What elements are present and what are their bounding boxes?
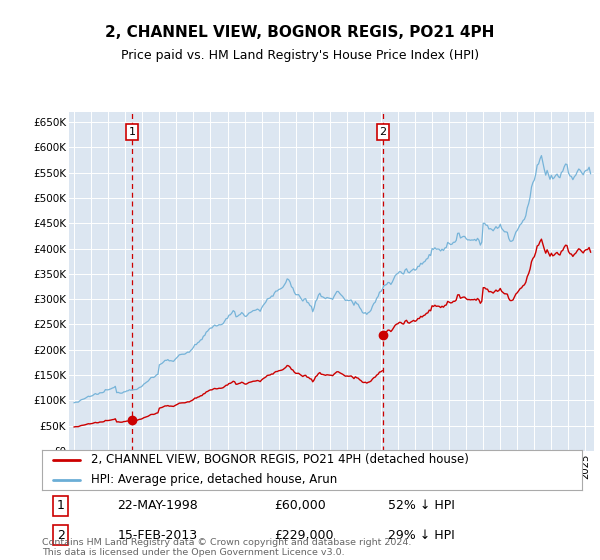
Text: 29% ↓ HPI: 29% ↓ HPI [388, 529, 454, 542]
Text: 1: 1 [57, 499, 65, 512]
Text: 2: 2 [57, 529, 65, 542]
Text: HPI: Average price, detached house, Arun: HPI: Average price, detached house, Arun [91, 473, 337, 487]
Text: Price paid vs. HM Land Registry's House Price Index (HPI): Price paid vs. HM Land Registry's House … [121, 49, 479, 62]
Text: Contains HM Land Registry data © Crown copyright and database right 2024.
This d: Contains HM Land Registry data © Crown c… [42, 538, 412, 557]
Text: 2: 2 [379, 127, 386, 137]
Text: 52% ↓ HPI: 52% ↓ HPI [388, 499, 454, 512]
Text: 22-MAY-1998: 22-MAY-1998 [118, 499, 199, 512]
Text: 2, CHANNEL VIEW, BOGNOR REGIS, PO21 4PH: 2, CHANNEL VIEW, BOGNOR REGIS, PO21 4PH [106, 25, 494, 40]
Text: £60,000: £60,000 [274, 499, 326, 512]
Text: £229,000: £229,000 [274, 529, 334, 542]
Text: 1: 1 [128, 127, 136, 137]
Text: 15-FEB-2013: 15-FEB-2013 [118, 529, 198, 542]
Text: 2, CHANNEL VIEW, BOGNOR REGIS, PO21 4PH (detached house): 2, CHANNEL VIEW, BOGNOR REGIS, PO21 4PH … [91, 453, 469, 466]
